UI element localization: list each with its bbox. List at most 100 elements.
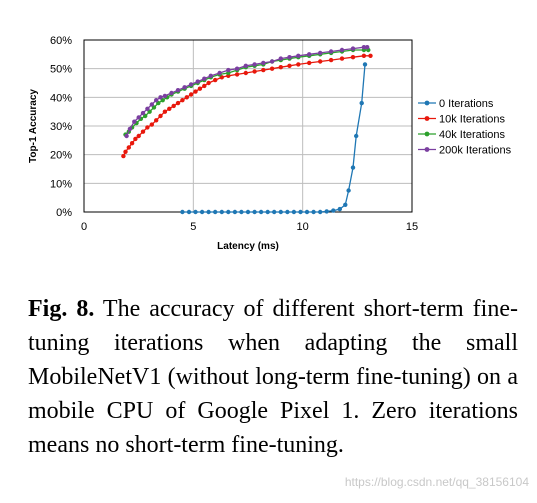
data-point bbox=[361, 53, 367, 58]
data-point bbox=[226, 67, 231, 73]
data-point bbox=[162, 109, 168, 114]
data-point bbox=[158, 95, 163, 100]
x-tick-label: 5 bbox=[190, 221, 196, 233]
data-point bbox=[127, 126, 133, 132]
data-point bbox=[145, 125, 150, 130]
data-point bbox=[287, 55, 292, 60]
data-point bbox=[258, 209, 264, 215]
data-point bbox=[186, 209, 192, 215]
data-point bbox=[243, 70, 248, 76]
data-point bbox=[208, 73, 213, 79]
data-point bbox=[188, 82, 194, 87]
data-point bbox=[154, 98, 159, 103]
data-point bbox=[343, 202, 348, 207]
series-line bbox=[126, 46, 368, 137]
data-point bbox=[307, 60, 312, 66]
data-point bbox=[261, 60, 266, 66]
data-point bbox=[359, 100, 364, 106]
figure-caption: Fig. 8. The accuracy of different short-… bbox=[28, 292, 518, 462]
data-point bbox=[346, 188, 351, 193]
data-point bbox=[234, 66, 240, 71]
data-point bbox=[121, 153, 126, 159]
data-point bbox=[158, 113, 163, 119]
data-point bbox=[318, 209, 323, 215]
data-point bbox=[124, 133, 129, 139]
y-tick-label: 50% bbox=[50, 64, 72, 76]
data-point bbox=[195, 79, 200, 84]
data-point bbox=[296, 62, 301, 67]
data-point bbox=[362, 62, 368, 67]
watermark: https://blog.csdn.net/qq_38156104 bbox=[344, 475, 529, 489]
data-point bbox=[261, 67, 266, 73]
data-point bbox=[331, 208, 336, 213]
series-3 bbox=[124, 45, 370, 139]
legend: 0 Iterations 10k Iterations 40k Iterations… bbox=[418, 98, 512, 157]
legend-swatch-marker bbox=[424, 116, 430, 121]
accuracy-latency-chart: 0% 10% 20% 30% 40% 50% 60% 0 5 10 15 Latency (ms)… bbox=[28, 35, 512, 252]
data-point bbox=[324, 209, 329, 214]
data-point bbox=[291, 209, 297, 215]
legend-entry: 40k Iterations bbox=[418, 129, 506, 141]
data-point bbox=[180, 209, 185, 215]
data-point bbox=[169, 90, 174, 96]
legend-entry: 200k Iterations bbox=[418, 145, 512, 157]
data-point bbox=[234, 72, 240, 77]
data-point bbox=[226, 209, 231, 215]
data-point bbox=[184, 95, 189, 100]
data-point bbox=[252, 69, 257, 74]
data-point bbox=[133, 136, 138, 142]
data-point bbox=[180, 98, 185, 103]
series-1 bbox=[121, 53, 373, 159]
data-point bbox=[202, 76, 207, 81]
data-point bbox=[167, 106, 172, 112]
legend-entry: 0 Iterations bbox=[418, 98, 494, 110]
series-line bbox=[125, 49, 369, 136]
data-point bbox=[298, 209, 303, 215]
data-point bbox=[269, 59, 275, 64]
data-point bbox=[318, 59, 323, 64]
caption-text: The accuracy of different short-term fin… bbox=[28, 296, 518, 458]
data-point bbox=[337, 206, 342, 212]
legend-swatch-marker bbox=[424, 100, 430, 106]
data-point bbox=[354, 133, 359, 139]
data-point bbox=[269, 66, 275, 71]
data-point bbox=[193, 89, 198, 94]
series-2 bbox=[123, 47, 371, 137]
data-point bbox=[126, 145, 131, 150]
legend-label: 40k Iterations bbox=[439, 129, 506, 141]
series-line bbox=[122, 55, 371, 157]
data-point bbox=[339, 47, 345, 53]
data-point bbox=[239, 209, 244, 215]
data-point bbox=[199, 209, 205, 215]
legend-swatch-marker bbox=[424, 147, 430, 152]
data-point bbox=[296, 53, 301, 58]
data-point bbox=[162, 93, 168, 99]
data-point bbox=[350, 46, 356, 51]
data-point bbox=[149, 102, 154, 107]
data-point bbox=[197, 86, 203, 91]
data-point bbox=[202, 83, 207, 89]
data-point bbox=[318, 50, 323, 56]
data-point bbox=[368, 53, 373, 58]
x-tick-label: 15 bbox=[406, 221, 418, 233]
legend-entry: 10k Iterations bbox=[418, 114, 506, 126]
legend-swatch-marker bbox=[424, 131, 430, 137]
legend-label: 10k Iterations bbox=[439, 114, 506, 126]
data-point bbox=[123, 149, 128, 154]
data-point bbox=[278, 65, 283, 70]
data-point bbox=[217, 70, 222, 76]
y-axis-ticks: 0% 10% 20% 30% 40% 50% 60% bbox=[50, 35, 72, 219]
data-point bbox=[140, 110, 146, 116]
x-axis-title: Latency (ms) bbox=[217, 241, 279, 252]
data-point bbox=[278, 209, 283, 215]
data-point bbox=[145, 106, 150, 112]
data-point bbox=[350, 165, 356, 170]
data-point bbox=[304, 209, 310, 215]
legend-label: 0 Iterations bbox=[439, 98, 494, 110]
data-point bbox=[213, 77, 218, 83]
data-point bbox=[188, 92, 194, 97]
data-point bbox=[132, 119, 137, 124]
data-point bbox=[175, 100, 181, 106]
series-0 bbox=[180, 62, 368, 215]
data-point bbox=[285, 209, 290, 215]
